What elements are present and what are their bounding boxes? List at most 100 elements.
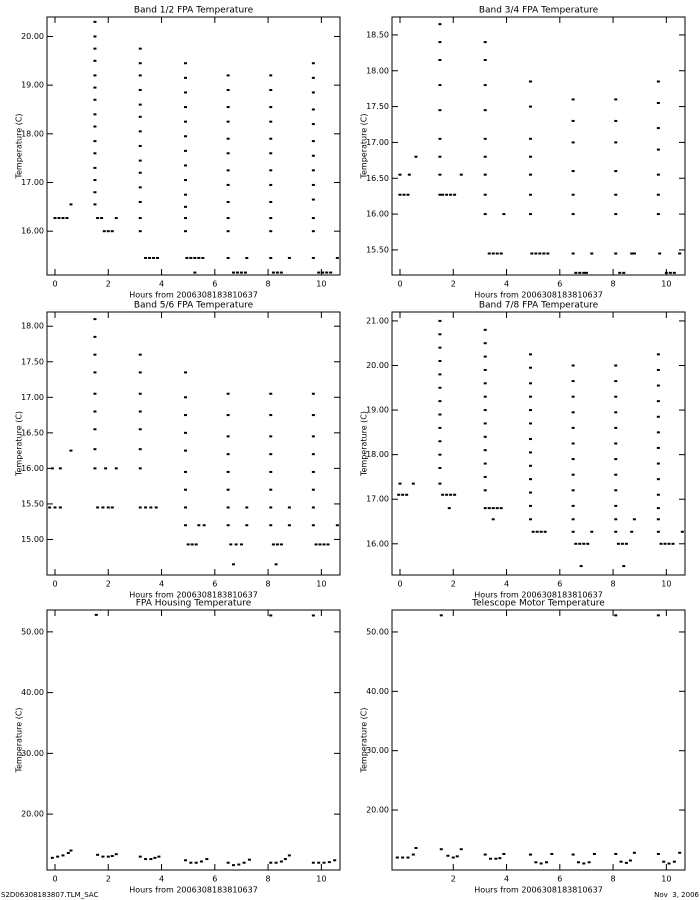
data-point xyxy=(269,435,273,438)
data-point xyxy=(656,127,660,130)
data-point xyxy=(614,473,618,476)
data-point xyxy=(489,857,493,860)
data-point xyxy=(205,858,209,861)
data-point xyxy=(544,861,548,864)
data-point xyxy=(226,230,230,233)
data-point xyxy=(630,252,634,255)
data-point xyxy=(405,493,409,496)
y-tick-label: 19.00 xyxy=(21,81,44,90)
data-point xyxy=(56,855,60,858)
data-point xyxy=(530,252,534,255)
data-point xyxy=(483,489,487,492)
x-tick-label: 10 xyxy=(316,580,326,589)
data-point xyxy=(656,431,660,434)
data-point xyxy=(314,543,318,546)
data-point xyxy=(269,506,273,509)
y-tick-label: 18.00 xyxy=(21,322,44,331)
data-point xyxy=(483,41,487,44)
data-point xyxy=(438,59,442,61)
x-tick-label: 4 xyxy=(504,580,509,589)
data-point xyxy=(455,855,459,858)
data-point xyxy=(656,213,660,216)
data-point xyxy=(57,217,61,220)
data-point xyxy=(138,74,142,77)
data-point xyxy=(101,506,105,509)
x-axis-label: Hours from 2006308183810637 xyxy=(474,291,603,300)
data-point xyxy=(138,145,142,147)
data-point xyxy=(438,373,442,376)
data-point xyxy=(184,179,188,182)
data-point xyxy=(483,368,487,371)
data-point xyxy=(226,392,230,395)
data-point xyxy=(414,847,418,850)
data-point xyxy=(184,135,188,138)
data-point xyxy=(499,507,503,510)
data-point xyxy=(571,364,575,367)
data-point xyxy=(93,59,97,62)
data-point xyxy=(614,380,618,383)
x-tick-label: 0 xyxy=(52,875,57,884)
data-point xyxy=(94,613,98,616)
data-point xyxy=(614,442,618,445)
data-point xyxy=(311,154,315,157)
data-point xyxy=(106,230,110,233)
y-tick-label: 40.00 xyxy=(366,687,389,696)
data-point xyxy=(194,861,198,864)
data-point xyxy=(311,392,315,395)
data-point xyxy=(184,120,188,123)
data-point xyxy=(327,861,331,864)
data-point xyxy=(483,213,487,216)
data-point xyxy=(483,342,487,345)
data-point xyxy=(144,506,148,509)
data-point xyxy=(571,170,575,173)
data-point xyxy=(226,120,230,123)
data-point xyxy=(275,271,279,274)
data-point xyxy=(93,318,97,321)
data-point xyxy=(66,851,70,854)
data-point xyxy=(483,137,487,140)
data-point xyxy=(93,428,97,431)
data-point xyxy=(93,20,97,23)
data-point xyxy=(144,256,148,259)
data-point xyxy=(226,183,230,186)
data-point xyxy=(656,493,660,496)
x-tick-label: 8 xyxy=(266,580,271,589)
data-point xyxy=(50,856,54,859)
data-point xyxy=(269,453,273,456)
data-point xyxy=(138,217,142,220)
data-point xyxy=(656,852,660,855)
data-point xyxy=(322,861,326,864)
data-point xyxy=(574,271,578,274)
data-point xyxy=(269,861,273,864)
data-point xyxy=(586,542,590,545)
data-point xyxy=(93,98,97,101)
data-point xyxy=(571,473,575,476)
data-point xyxy=(622,565,626,568)
data-point xyxy=(438,173,442,176)
data-point xyxy=(449,193,453,196)
data-point xyxy=(100,217,104,220)
data-point xyxy=(311,140,315,143)
data-point xyxy=(104,467,108,470)
data-point xyxy=(138,428,142,431)
data-point xyxy=(311,470,315,473)
data-point xyxy=(656,148,660,151)
data-point xyxy=(529,382,533,385)
data-point xyxy=(50,467,54,470)
data-point xyxy=(69,449,73,452)
data-point xyxy=(311,183,315,186)
data-point xyxy=(672,271,676,274)
data-point xyxy=(571,530,575,533)
x-tick-label: 10 xyxy=(661,580,671,589)
data-point xyxy=(446,854,450,857)
data-point xyxy=(401,493,405,496)
data-point xyxy=(614,852,618,855)
plot-frame xyxy=(46,311,341,576)
data-point xyxy=(138,353,142,356)
data-point xyxy=(582,271,586,274)
data-point xyxy=(616,542,620,545)
data-point xyxy=(402,193,406,196)
y-tick-label: 17.00 xyxy=(366,495,389,504)
data-point xyxy=(614,98,618,101)
